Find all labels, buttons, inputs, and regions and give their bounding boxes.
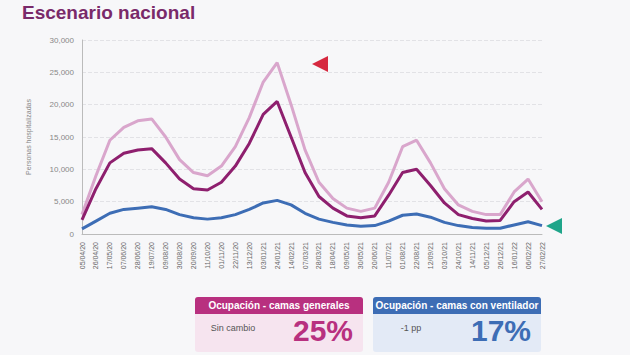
svg-text:Personas hospitalizadas: Personas hospitalizadas <box>25 99 33 175</box>
svg-text:5,000: 5,000 <box>54 197 75 206</box>
html-text:Ocupación - camas generales: Ocupación - camas generales <box>208 300 350 311</box>
svg-text:17/05/20: 17/05/20 <box>106 242 113 269</box>
svg-text:18/04/21: 18/04/21 <box>329 242 336 269</box>
svg-text:16/01/22: 16/01/22 <box>511 242 518 269</box>
svg-text:01/08/21: 01/08/21 <box>399 242 406 269</box>
svg-text:27/02/22: 27/02/22 <box>539 242 546 269</box>
svg-text:24/01/21: 24/01/21 <box>274 242 281 269</box>
html-text:Sin cambio: Sin cambio <box>210 323 256 333</box>
svg-text:09/08/20: 09/08/20 <box>162 242 169 269</box>
svg-text:05/12/21: 05/12/21 <box>483 242 490 269</box>
svg-text:09/05/21: 09/05/21 <box>343 242 350 269</box>
svg-text:24/10/21: 24/10/21 <box>455 242 462 269</box>
svg-text:03/01/21: 03/01/21 <box>260 242 267 269</box>
svg-text:07/06/20: 07/06/20 <box>120 242 127 269</box>
svg-text:20,000: 20,000 <box>50 100 75 109</box>
html-text:Escenario nacional: Escenario nacional <box>22 2 196 23</box>
html-text:17%: 17% <box>471 314 531 347</box>
svg-text:26/04/20: 26/04/20 <box>92 242 99 269</box>
svg-text:30,000: 30,000 <box>50 36 75 45</box>
svg-text:14/02/21: 14/02/21 <box>288 242 295 269</box>
svg-text:0: 0 <box>70 230 75 239</box>
svg-text:12/09/21: 12/09/21 <box>427 242 434 269</box>
svg-text:19/07/20: 19/07/20 <box>148 242 155 269</box>
svg-text:14/11/21: 14/11/21 <box>469 242 476 269</box>
svg-text:07/03/21: 07/03/21 <box>302 242 309 269</box>
svg-text:13/12/20: 13/12/20 <box>246 242 253 269</box>
svg-text:05/04/20: 05/04/20 <box>79 242 86 269</box>
svg-text:22/11/20: 22/11/20 <box>232 242 239 269</box>
svg-text:28/03/21: 28/03/21 <box>315 242 322 269</box>
html-text:-1 pp: -1 pp <box>400 323 422 333</box>
svg-text:10,000: 10,000 <box>50 165 75 174</box>
svg-text:11/07/21: 11/07/21 <box>385 242 392 269</box>
html-text:25%: 25% <box>293 314 353 347</box>
html-text:Ocupación - camas con ventilad: Ocupación - camas con ventilador <box>375 300 539 311</box>
svg-text:26/12/21: 26/12/21 <box>497 242 504 269</box>
svg-text:01/11/20: 01/11/20 <box>218 242 225 269</box>
svg-text:11/10/20: 11/10/20 <box>204 242 211 269</box>
svg-text:20/09/20: 20/09/20 <box>190 242 197 269</box>
svg-text:25,000: 25,000 <box>50 68 75 77</box>
svg-text:28/06/20: 28/06/20 <box>134 242 141 269</box>
svg-text:06/02/22: 06/02/22 <box>525 242 532 269</box>
svg-text:20/06/21: 20/06/21 <box>371 242 378 269</box>
svg-text:15,000: 15,000 <box>50 133 75 142</box>
svg-text:30/08/20: 30/08/20 <box>176 242 183 269</box>
svg-text:22/08/21: 22/08/21 <box>413 242 420 269</box>
svg-text:30/05/21: 30/05/21 <box>357 242 364 269</box>
svg-text:03/10/21: 03/10/21 <box>441 242 448 269</box>
